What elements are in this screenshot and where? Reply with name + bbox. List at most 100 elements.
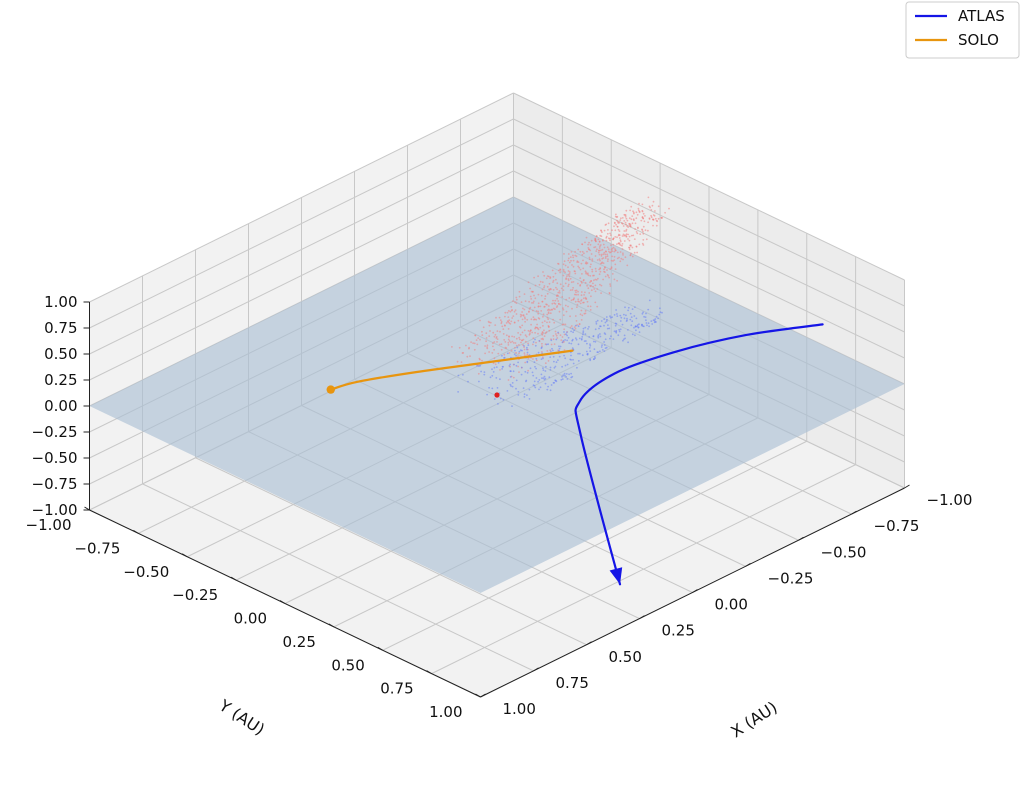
- tail-dot: [609, 234, 612, 237]
- tail-dot: [569, 289, 572, 291]
- tail-dot: [568, 342, 571, 344]
- tail-dot: [538, 339, 541, 342]
- tail-dot: [515, 296, 518, 299]
- tail-dot: [606, 253, 609, 256]
- tail-dot: [492, 331, 495, 334]
- tail-dot: [644, 316, 647, 318]
- tail-dot: [607, 258, 609, 261]
- tail-dot: [609, 232, 611, 235]
- tail-dot: [486, 393, 488, 396]
- tail-dot: [582, 267, 585, 270]
- tail-dot: [508, 319, 511, 322]
- tail-dot: [555, 306, 558, 308]
- tail-dot: [603, 246, 606, 249]
- tail-dot: [620, 257, 623, 260]
- tail-dot: [537, 312, 540, 315]
- tail-dot: [606, 318, 608, 321]
- tail-dot: [611, 250, 614, 253]
- tail-dot: [481, 334, 484, 336]
- tail-dot: [509, 323, 512, 325]
- tail-dot: [647, 229, 649, 232]
- tail-dot: [621, 217, 624, 219]
- tail-dot: [523, 396, 526, 398]
- tail-dot: [532, 341, 535, 343]
- tail-dot: [533, 318, 536, 321]
- tail-dot: [461, 352, 464, 354]
- tail-dot: [480, 370, 482, 373]
- tail-dot: [601, 344, 603, 347]
- tail-dot: [603, 324, 605, 327]
- tail-dot: [560, 339, 563, 341]
- tail-dot: [577, 360, 580, 362]
- tail-dot: [530, 323, 532, 326]
- gridline: [431, 464, 856, 675]
- tail-dot: [605, 239, 608, 242]
- tail-dot: [632, 211, 635, 214]
- tail-dot: [589, 275, 592, 277]
- tail-dot: [636, 251, 638, 254]
- tail-dot: [567, 305, 569, 308]
- tail-dot: [557, 331, 559, 334]
- tail-dot: [580, 309, 583, 312]
- tail-dot: [543, 320, 546, 322]
- tail-dot: [608, 292, 611, 294]
- tail-dot: [600, 255, 603, 257]
- tail-dot: [664, 211, 666, 214]
- tail-dot: [605, 316, 608, 318]
- tail-dot: [557, 291, 560, 294]
- tail-dot: [544, 370, 547, 372]
- tail-dot: [549, 312, 552, 315]
- tail-dot: [597, 251, 600, 254]
- tail-dot: [642, 311, 644, 314]
- tail-dot: [614, 248, 616, 250]
- tail-dot: [527, 357, 530, 360]
- tail-dot: [484, 345, 486, 347]
- tail-dot: [630, 316, 633, 318]
- legend-label-atlas: ATLAS: [958, 7, 1005, 25]
- tail-dot: [633, 238, 636, 241]
- tail-dot: [526, 353, 529, 356]
- y-tick-label: −0.25: [172, 586, 218, 604]
- tail-dot: [537, 305, 540, 308]
- tail-dot: [577, 293, 579, 296]
- tail-dot: [524, 370, 527, 373]
- tail-dot: [598, 241, 601, 243]
- tail-dot: [598, 258, 601, 260]
- tail-dot: [619, 251, 622, 253]
- tail-dot: [626, 225, 628, 228]
- tail-dot: [581, 336, 584, 338]
- tail-dot: [511, 405, 513, 407]
- tail-dot: [640, 219, 643, 222]
- tail-dot: [527, 369, 529, 372]
- tail-dot: [568, 261, 571, 264]
- tail-dot: [451, 346, 453, 348]
- tail-dot: [549, 356, 552, 358]
- tail-dot: [485, 337, 488, 339]
- tail-dot: [529, 367, 532, 370]
- tail-dot: [555, 361, 558, 364]
- tail-dot: [631, 320, 634, 323]
- tail-dot: [614, 268, 617, 270]
- tail-dot: [527, 342, 529, 345]
- tail-dot: [520, 341, 522, 344]
- tail-dot: [554, 330, 557, 333]
- tail-dot: [571, 347, 574, 349]
- tail-dot: [572, 256, 575, 259]
- tail-dot: [615, 309, 617, 311]
- tail-dot: [614, 324, 617, 327]
- tail-dot: [552, 349, 554, 352]
- tail-dot: [565, 310, 568, 313]
- tail-dot: [485, 340, 487, 343]
- tail-dot: [590, 284, 592, 287]
- tail-dot: [631, 246, 634, 249]
- tail-dot: [590, 280, 592, 283]
- tail-dot: [526, 361, 529, 364]
- tail-dot: [622, 254, 624, 256]
- tail-dot: [597, 238, 600, 241]
- tail-dot: [546, 285, 549, 288]
- tail-dot: [600, 284, 603, 287]
- y-tick-mark: [426, 670, 432, 675]
- tail-dot: [532, 290, 534, 293]
- tail-dot: [552, 281, 554, 283]
- tail-dot: [615, 330, 618, 332]
